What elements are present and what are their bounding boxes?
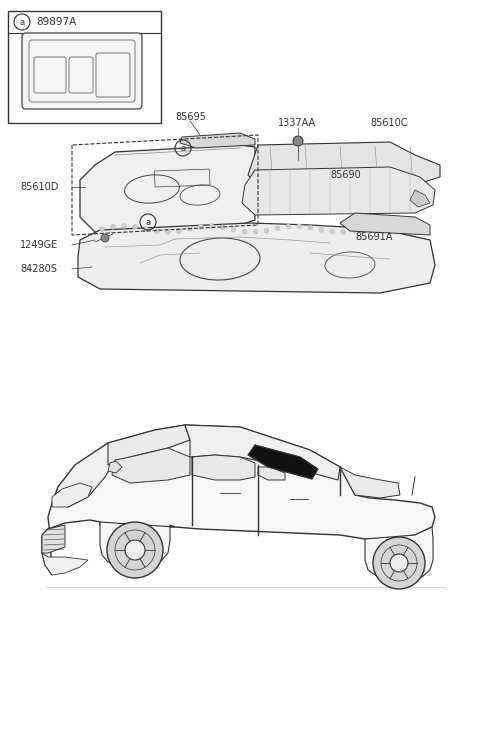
Polygon shape — [180, 133, 255, 148]
Circle shape — [319, 227, 324, 232]
Text: a: a — [145, 218, 151, 226]
Circle shape — [155, 229, 159, 234]
Text: a: a — [180, 143, 186, 152]
Circle shape — [187, 226, 192, 231]
Polygon shape — [42, 525, 65, 553]
Circle shape — [144, 226, 148, 232]
Circle shape — [286, 224, 291, 229]
Circle shape — [308, 225, 313, 230]
Polygon shape — [80, 145, 255, 232]
Circle shape — [341, 229, 346, 234]
Circle shape — [110, 224, 116, 229]
Circle shape — [125, 540, 145, 560]
Text: 85610C: 85610C — [370, 118, 408, 128]
Circle shape — [231, 227, 236, 232]
Circle shape — [107, 522, 163, 578]
Circle shape — [390, 554, 408, 572]
Polygon shape — [248, 445, 318, 479]
Circle shape — [330, 229, 335, 234]
FancyBboxPatch shape — [22, 33, 142, 109]
Polygon shape — [185, 425, 340, 480]
Polygon shape — [78, 223, 435, 293]
Polygon shape — [340, 213, 430, 235]
Circle shape — [264, 228, 269, 233]
Text: 84280S: 84280S — [20, 264, 57, 274]
Circle shape — [253, 229, 258, 234]
Polygon shape — [42, 425, 435, 575]
Circle shape — [418, 229, 422, 234]
Circle shape — [396, 226, 401, 230]
Polygon shape — [340, 467, 400, 498]
Circle shape — [407, 228, 411, 233]
Circle shape — [373, 537, 425, 589]
Circle shape — [101, 234, 109, 242]
Bar — [155, 169, 210, 187]
Text: a: a — [19, 18, 24, 26]
Polygon shape — [242, 167, 435, 215]
Circle shape — [384, 223, 390, 229]
Circle shape — [297, 223, 302, 229]
Polygon shape — [108, 425, 190, 465]
Text: 85690: 85690 — [330, 170, 361, 180]
Circle shape — [242, 229, 247, 234]
Circle shape — [99, 226, 105, 232]
Circle shape — [198, 224, 203, 229]
Polygon shape — [410, 190, 430, 207]
Circle shape — [209, 223, 214, 229]
Circle shape — [275, 226, 280, 231]
Text: 85610D: 85610D — [20, 182, 59, 192]
Polygon shape — [192, 455, 255, 480]
Circle shape — [363, 226, 368, 231]
Bar — [8, 11, 161, 123]
Circle shape — [293, 136, 303, 146]
Text: 85691A: 85691A — [355, 232, 392, 242]
Polygon shape — [42, 553, 88, 575]
Circle shape — [176, 229, 181, 234]
Text: 1249GE: 1249GE — [20, 240, 58, 250]
Circle shape — [373, 223, 379, 229]
Text: 1337AA: 1337AA — [278, 118, 316, 128]
Polygon shape — [112, 448, 190, 483]
Polygon shape — [365, 527, 433, 579]
Circle shape — [220, 225, 225, 230]
Polygon shape — [52, 483, 92, 507]
Polygon shape — [52, 443, 115, 507]
Circle shape — [352, 228, 357, 233]
Polygon shape — [258, 467, 285, 480]
Polygon shape — [108, 461, 122, 473]
Text: 89897A: 89897A — [36, 17, 76, 27]
Circle shape — [121, 223, 126, 229]
Circle shape — [165, 229, 170, 234]
Text: 85695: 85695 — [175, 112, 206, 122]
Polygon shape — [248, 142, 440, 187]
Polygon shape — [100, 522, 175, 567]
Circle shape — [132, 224, 137, 229]
